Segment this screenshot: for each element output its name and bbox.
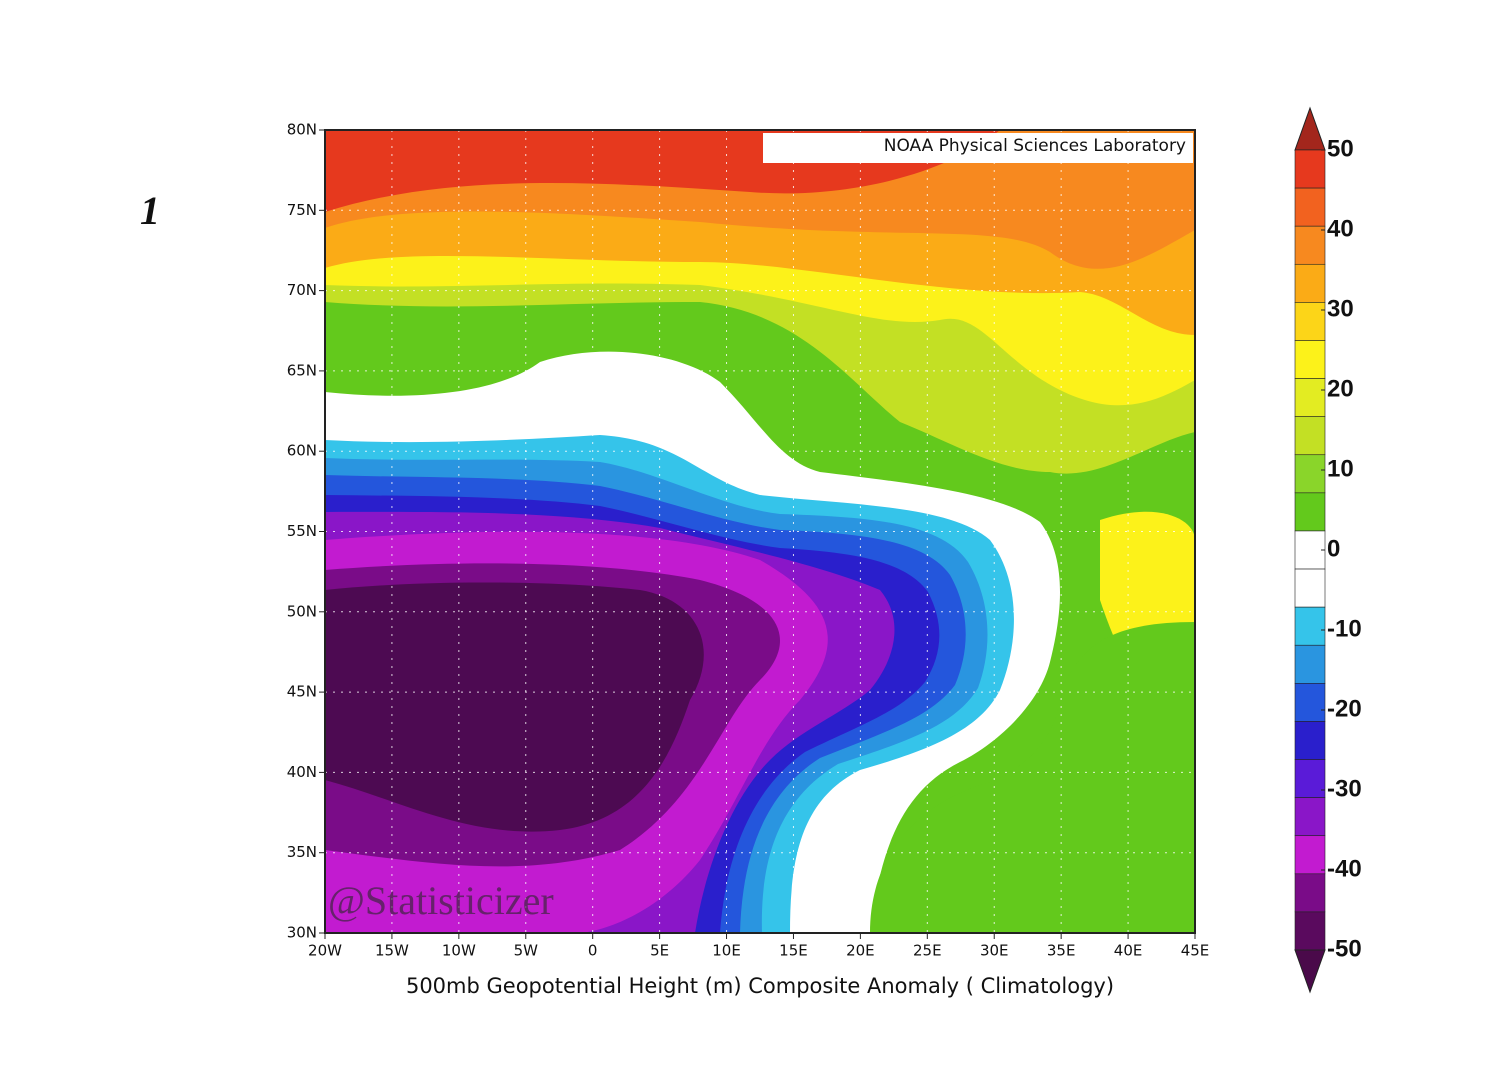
lon-tick-label: 5W bbox=[514, 942, 539, 960]
colorbar-bin bbox=[1294, 606, 1326, 646]
lat-tick-label: 55N bbox=[287, 522, 317, 540]
lat-tick-label: 60N bbox=[287, 442, 317, 460]
colorbar-bin bbox=[1294, 263, 1326, 303]
colorbar-bin bbox=[1294, 644, 1326, 684]
lon-tick-label: 15E bbox=[779, 942, 808, 960]
colorbar-bin bbox=[1294, 378, 1326, 417]
lon-tick-label: 20E bbox=[846, 942, 875, 960]
colorbar-bin bbox=[1294, 454, 1326, 494]
lat-tick-label: 70N bbox=[287, 281, 317, 299]
lat-tick-label: 65N bbox=[287, 361, 317, 379]
lon-tick-label: 35E bbox=[1047, 942, 1076, 960]
lon-tick-label: 10W bbox=[442, 942, 476, 960]
lon-tick-label: 25E bbox=[913, 942, 942, 960]
colorbar-tick-label: 0 bbox=[1327, 535, 1340, 562]
colorbar-tick-label: 10 bbox=[1327, 455, 1354, 482]
lon-tick-label: 40E bbox=[1114, 942, 1143, 960]
colorbar-bin bbox=[1294, 416, 1326, 456]
colorbar-bin bbox=[1294, 568, 1326, 608]
colorbar-tick-label: -20 bbox=[1327, 695, 1362, 722]
anomaly-field bbox=[325, 130, 1195, 933]
colorbar-tick-label: -50 bbox=[1327, 935, 1362, 962]
colorbar-bin bbox=[1294, 187, 1326, 227]
colorbar-tick-label: 30 bbox=[1327, 295, 1354, 322]
lat-tick-label: 80N bbox=[287, 121, 317, 139]
colorbar-tick-label: 50 bbox=[1327, 135, 1354, 162]
colorbar-bin bbox=[1294, 340, 1326, 379]
colorbar-bin bbox=[1294, 835, 1326, 875]
watermark: @Statisticizer bbox=[328, 878, 554, 923]
colorbar-tick-label: 20 bbox=[1327, 375, 1354, 402]
colorbar-tick-label: -30 bbox=[1327, 775, 1362, 802]
lon-tick-label: 45E bbox=[1181, 942, 1210, 960]
lat-tick-label: 45N bbox=[287, 683, 317, 701]
colorbar-bin bbox=[1294, 492, 1326, 532]
colorbar-extend-top bbox=[1294, 106, 1326, 151]
lat-tick-label: 50N bbox=[287, 602, 317, 620]
lat-tick-label: 40N bbox=[287, 763, 317, 781]
panel-label: 1 bbox=[140, 188, 160, 233]
colorbar-tick-label: -10 bbox=[1327, 615, 1362, 642]
colorbar-bin bbox=[1294, 302, 1326, 341]
caption: 500mb Geopotential Height (m) Composite … bbox=[406, 974, 1114, 998]
lon-tick-label: 5E bbox=[650, 942, 669, 960]
lat-tick-label: 35N bbox=[287, 843, 317, 861]
colorbar-bin bbox=[1294, 530, 1326, 570]
lon-tick-label: 30E bbox=[980, 942, 1009, 960]
colorbar-bin bbox=[1294, 721, 1326, 760]
colorbar-bin bbox=[1294, 797, 1326, 837]
credit: NOAA Physical Sciences Laboratory bbox=[884, 136, 1186, 156]
colorbar-bin bbox=[1294, 759, 1326, 798]
colorbar-tick-label: -40 bbox=[1327, 855, 1362, 882]
lon-tick-label: 20W bbox=[308, 942, 342, 960]
lon-tick-label: 15W bbox=[375, 942, 409, 960]
lat-tick-label: 30N bbox=[287, 924, 317, 942]
graticule bbox=[325, 130, 1195, 933]
lat-tick-label: 75N bbox=[287, 201, 317, 219]
credit-box bbox=[763, 133, 1193, 163]
colorbar-bin bbox=[1294, 911, 1326, 951]
colorbar-bin bbox=[1294, 149, 1326, 189]
colorbar-extend-bottom bbox=[1294, 949, 1326, 994]
colorbar-bin bbox=[1294, 683, 1326, 722]
lon-tick-label: 0 bbox=[588, 942, 598, 960]
colorbar-tick-label: 40 bbox=[1327, 215, 1354, 242]
colorbar-bin bbox=[1294, 873, 1326, 913]
lon-tick-label: 10E bbox=[712, 942, 741, 960]
colorbar-bin bbox=[1294, 225, 1326, 265]
colorbar: 50 40 30 20 10 0 -10 -20 -30 -40 -50 bbox=[1294, 106, 1362, 994]
